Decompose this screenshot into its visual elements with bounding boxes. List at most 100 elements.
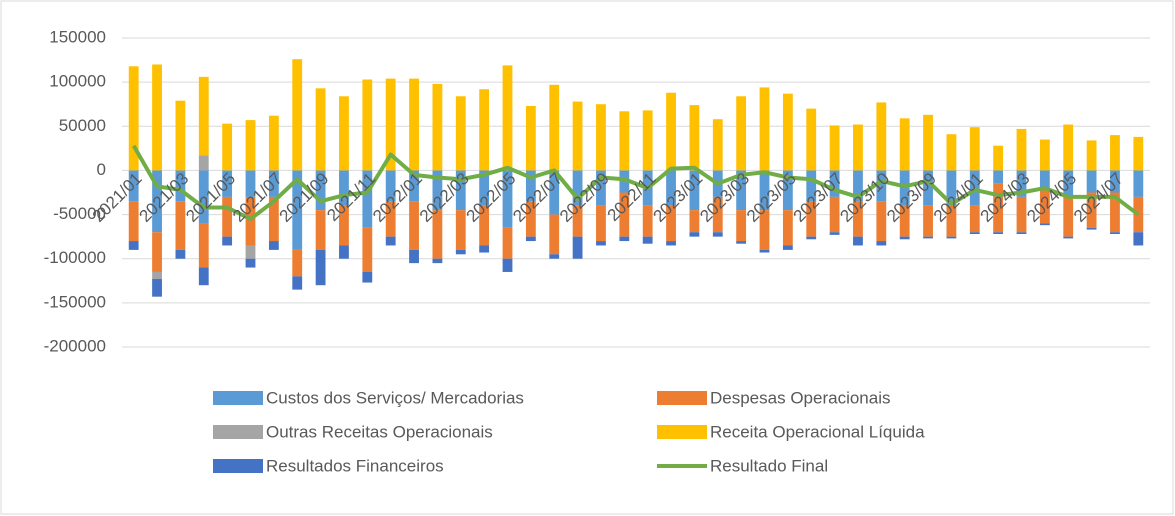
bar-segment <box>292 276 303 290</box>
bar-segment <box>1016 128 1027 171</box>
bar-segment <box>642 110 653 171</box>
bar-segment <box>666 92 676 171</box>
bar-segment <box>1086 140 1097 171</box>
bar-segment <box>923 205 933 237</box>
bar-segment <box>245 258 256 268</box>
bar-segment <box>572 236 583 259</box>
bar-segment <box>1110 170 1120 193</box>
bar-segment <box>362 227 373 272</box>
bar-segment <box>502 170 513 228</box>
bar-segment <box>689 232 700 237</box>
bar-segment <box>128 201 139 242</box>
bar-segment <box>946 236 957 239</box>
bar-segment <box>1086 170 1097 193</box>
bar-segment <box>712 119 723 171</box>
bar-segment <box>969 232 980 234</box>
bar-segment <box>198 223 209 268</box>
bar-segment <box>502 258 513 272</box>
bar-segment <box>128 66 139 171</box>
bar-segment <box>385 78 396 171</box>
bar-segment <box>596 205 606 242</box>
legend-label: Resultado Final <box>710 456 828 475</box>
bar-segment <box>502 65 513 171</box>
bar-segment <box>525 236 536 242</box>
bar-segment <box>876 170 887 202</box>
bar-segment <box>292 170 303 250</box>
bar-segment <box>759 249 770 253</box>
bar-segment <box>222 170 233 197</box>
bar-segment <box>1133 232 1144 246</box>
y-tick-label: 150000 <box>49 27 106 46</box>
bar-segment <box>525 170 536 202</box>
bar-segment <box>432 258 443 264</box>
bar-segment <box>222 236 233 246</box>
bar-segment <box>245 196 256 246</box>
bar-segment <box>876 241 887 246</box>
bar-segment <box>806 236 817 240</box>
bar-segment <box>362 79 373 171</box>
bar-segment <box>923 114 933 171</box>
line <box>131 144 1140 221</box>
bar-segment <box>128 170 139 202</box>
bar-segment <box>175 100 186 171</box>
bar-segment <box>899 118 910 171</box>
bar-segment <box>806 170 817 202</box>
bar-segment <box>853 124 863 171</box>
legend-swatch <box>213 391 263 405</box>
bar-segment <box>876 201 887 242</box>
bar-segment <box>853 236 863 246</box>
y-tick-label: 100000 <box>49 72 106 91</box>
bar-segment <box>455 249 466 255</box>
bar-segment <box>315 170 326 211</box>
bar-segment <box>455 170 466 211</box>
bar-segment <box>245 245 256 259</box>
bar-segment <box>362 170 373 228</box>
bar-segment <box>175 201 186 250</box>
bar-segment <box>479 205 490 246</box>
bar-segment <box>619 192 630 237</box>
bar-segment <box>245 170 256 197</box>
bar-segment <box>666 170 676 206</box>
bar-segment <box>1039 223 1050 226</box>
bar-segment <box>759 87 770 171</box>
bar-segment <box>385 170 396 202</box>
bar-segment <box>806 201 817 237</box>
y-tick-label: -200000 <box>44 336 106 355</box>
bar-segment <box>619 111 630 171</box>
bar-segment <box>268 196 279 242</box>
bar-segment <box>339 245 349 259</box>
bar-segment <box>899 205 910 237</box>
bar-segment <box>572 170 583 206</box>
legend-swatch <box>657 391 707 405</box>
bar-segment <box>1016 196 1027 233</box>
legend-label: Despesas Operacionais <box>710 388 890 407</box>
bar-segment <box>268 115 279 171</box>
bar-segment <box>409 170 419 202</box>
bar-segment <box>619 236 630 242</box>
bar-segment <box>596 241 606 246</box>
bar-segment <box>642 236 653 244</box>
bar-segment <box>1063 236 1074 239</box>
bar-segment <box>432 210 443 259</box>
bar-segment <box>1063 124 1074 171</box>
bar-segment <box>549 84 560 171</box>
bar-segment <box>829 232 840 235</box>
legend-swatch <box>213 459 263 473</box>
bar-segment <box>736 170 747 211</box>
bar-segment <box>689 170 700 211</box>
bar-segment <box>596 104 606 171</box>
bar-segment <box>152 279 162 297</box>
bar-segment <box>479 245 490 253</box>
bar-segment <box>292 59 303 171</box>
bar-segment <box>736 241 747 244</box>
bar-segment <box>339 205 349 246</box>
bar-segment <box>292 249 303 277</box>
bar-segment <box>1086 227 1097 230</box>
bar-segment <box>152 64 162 171</box>
bar-segment <box>782 245 793 250</box>
bar-segment <box>642 205 653 237</box>
bar-segment <box>946 170 957 206</box>
y-tick-label: -150000 <box>44 292 106 311</box>
bar-segment <box>1063 196 1074 237</box>
bar-segment <box>993 232 1004 234</box>
